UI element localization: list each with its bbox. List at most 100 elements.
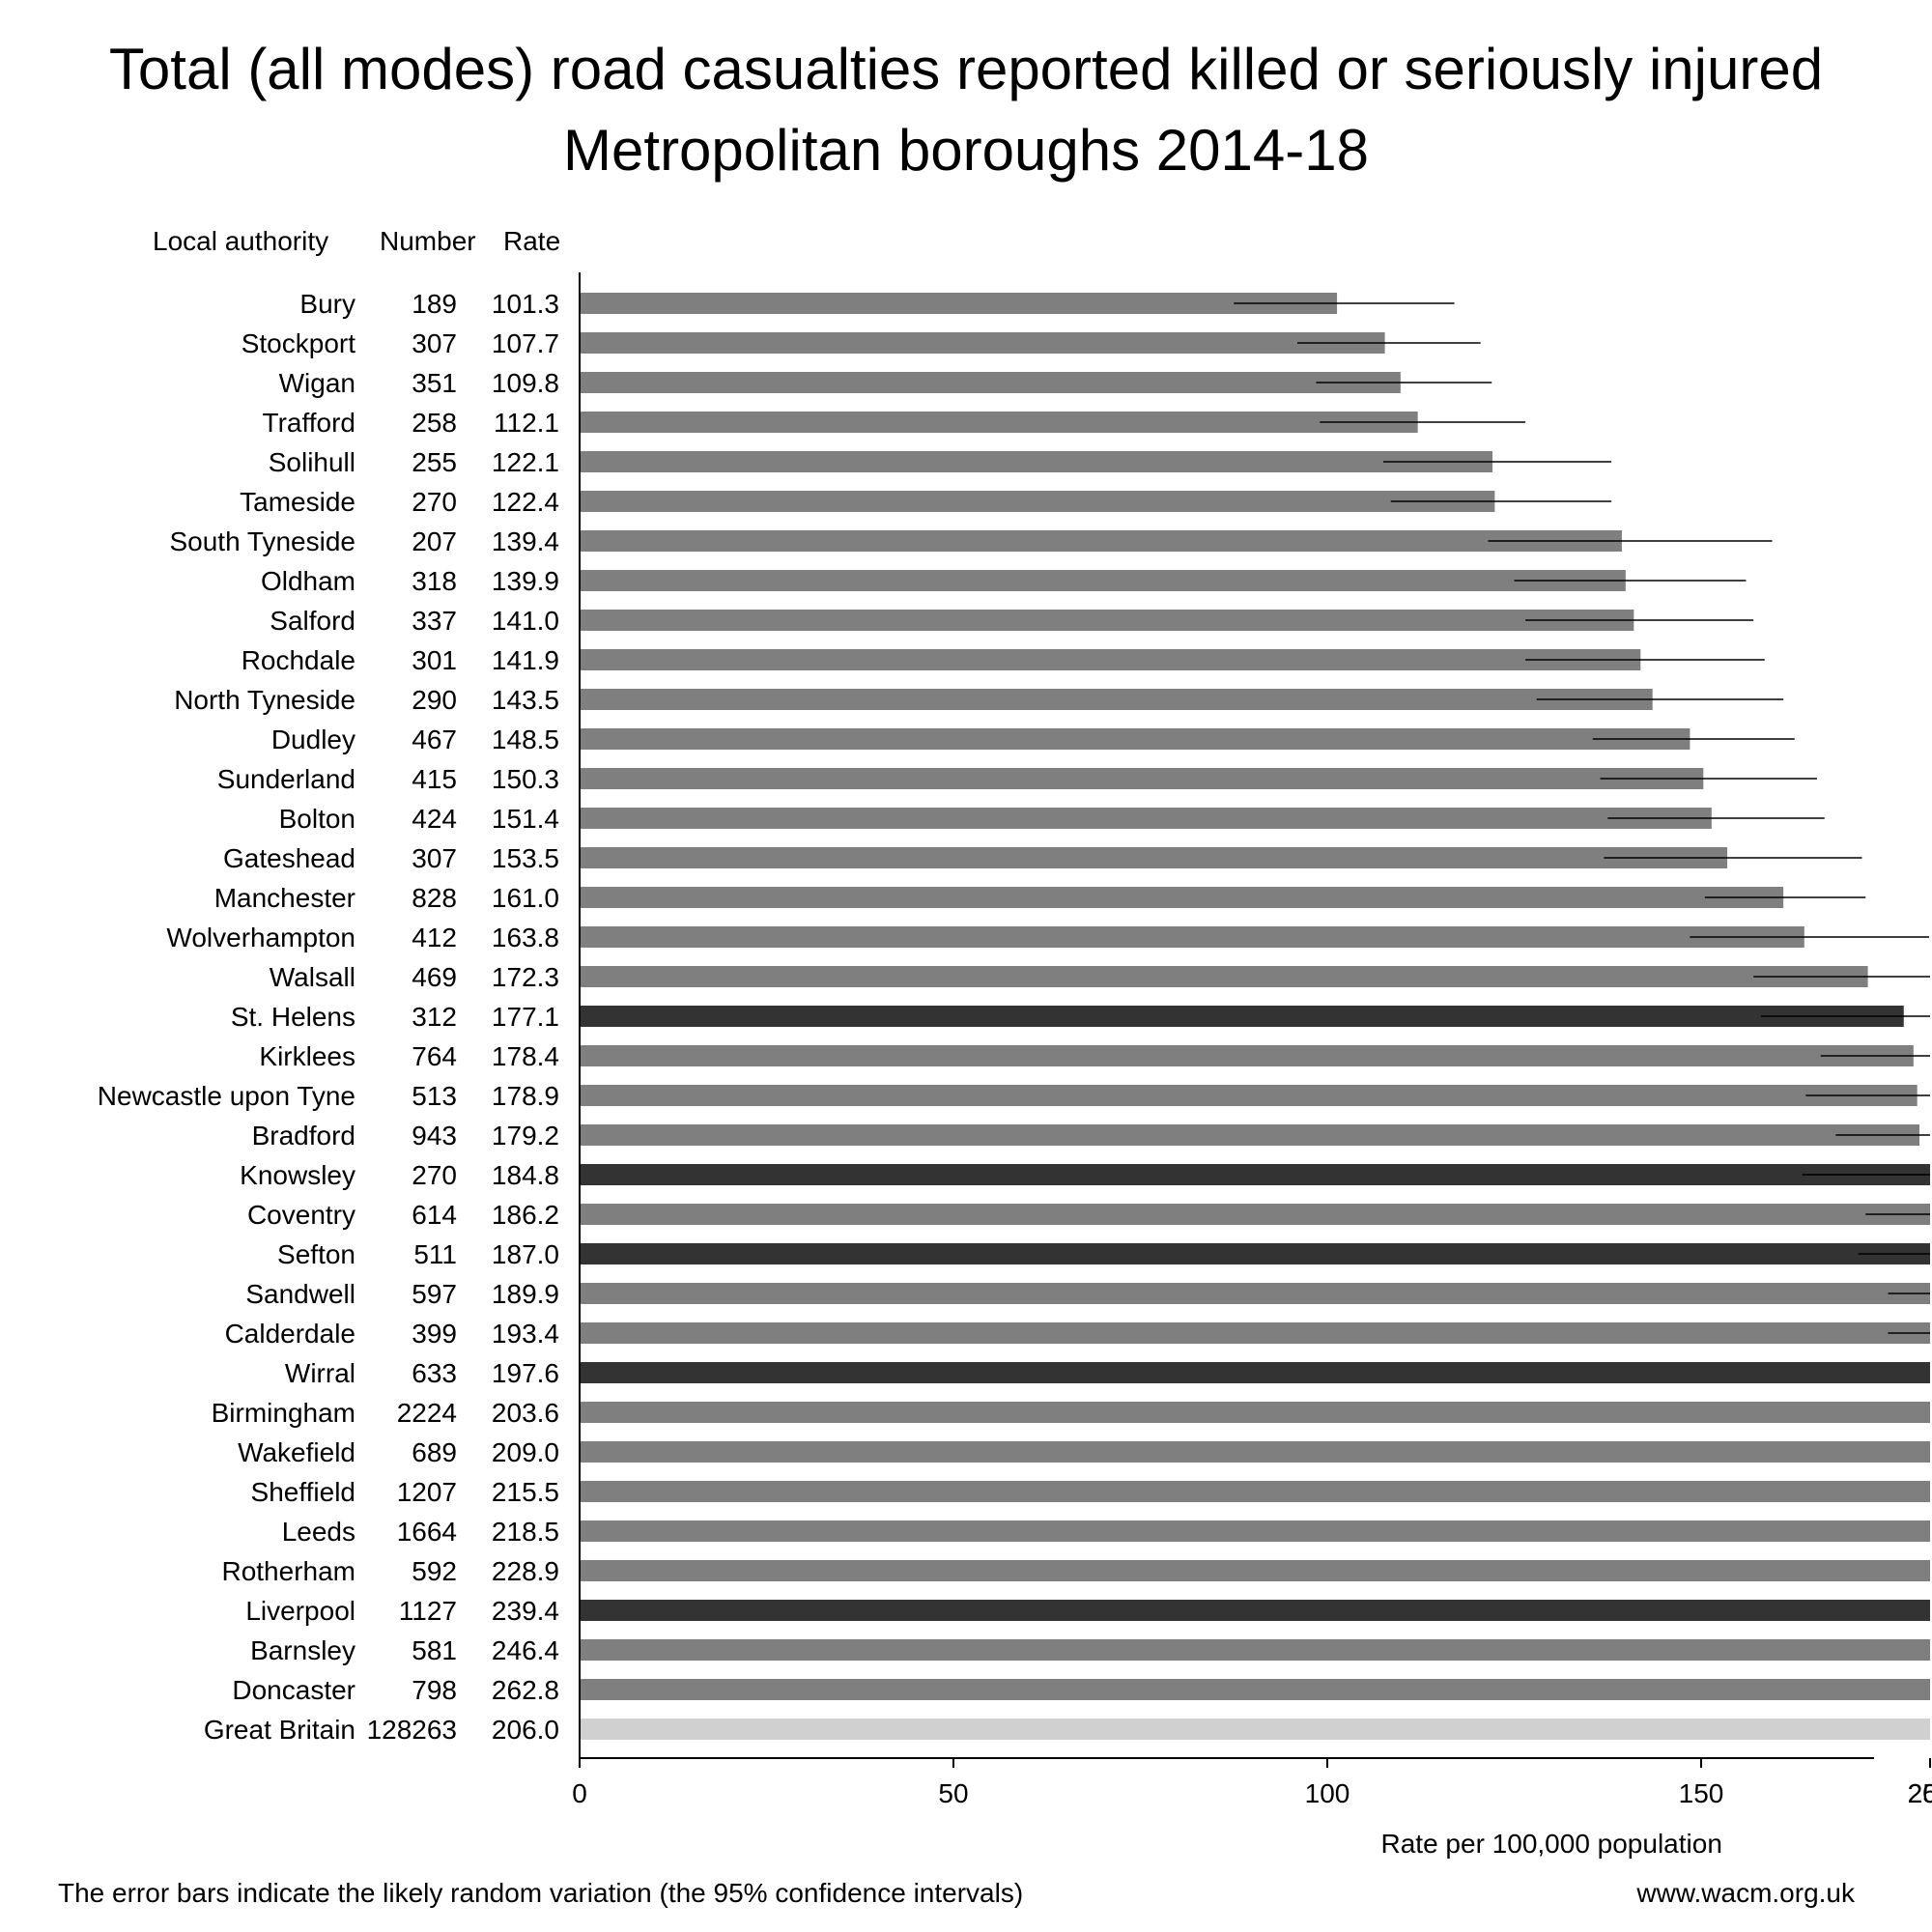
row-number: 1127 bbox=[399, 1596, 457, 1626]
row-label: Tameside bbox=[240, 487, 355, 517]
row-number: 424 bbox=[412, 804, 457, 834]
row-number: 689 bbox=[412, 1437, 457, 1467]
bar bbox=[580, 689, 1653, 710]
row-label: Walsall bbox=[270, 962, 355, 992]
row-number: 633 bbox=[412, 1358, 457, 1388]
row-number: 828 bbox=[412, 883, 457, 913]
bar bbox=[580, 728, 1690, 750]
row-number: 1207 bbox=[397, 1477, 457, 1507]
table-row: Rotherham 592 228.9 bbox=[221, 1556, 1930, 1586]
bar bbox=[580, 1085, 1918, 1106]
row-rate: 101.3 bbox=[492, 289, 559, 319]
table-row: Coventry 614 186.2 bbox=[247, 1200, 1930, 1230]
row-rate: 139.9 bbox=[492, 566, 559, 596]
table-row: Wirral 633 197.6 bbox=[285, 1358, 1930, 1388]
row-number: 307 bbox=[412, 843, 457, 873]
row-label: Rochdale bbox=[242, 645, 355, 675]
row-label: Stockport bbox=[242, 328, 355, 358]
bar bbox=[580, 887, 1784, 908]
row-rate: 262.8 bbox=[492, 1675, 559, 1705]
table-row: Birmingham 2224 203.6 bbox=[212, 1398, 1930, 1428]
bar bbox=[580, 1045, 1914, 1066]
table-row: Tameside 270 122.4 bbox=[240, 487, 1612, 517]
table-row: Great Britain 128263 206.0 bbox=[204, 1715, 1930, 1745]
table-row: Salford 337 141.0 bbox=[270, 606, 1754, 636]
table-row: Wolverhampton 412 163.8 bbox=[166, 923, 1930, 952]
row-label: Wolverhampton bbox=[166, 923, 355, 952]
table-row: North Tyneside 290 143.5 bbox=[174, 685, 1784, 715]
bar bbox=[580, 1164, 1930, 1185]
x-axis-ticks: 0 50 100 150 200250 bbox=[572, 1758, 1932, 1808]
bar bbox=[580, 808, 1712, 829]
row-label: Solihull bbox=[269, 447, 355, 477]
bar bbox=[580, 847, 1728, 868]
row-rate: 151.4 bbox=[492, 804, 559, 834]
bar bbox=[580, 1719, 1930, 1740]
table-row: Liverpool 1127 239.4 bbox=[245, 1596, 1930, 1626]
bar bbox=[580, 1481, 1930, 1502]
row-label: Bury bbox=[299, 289, 355, 319]
row-rate: 206.0 bbox=[492, 1715, 559, 1745]
chart-rows: Bury 189 101.3 Stockport 307 107.7 Wigan 351 109… bbox=[98, 289, 1930, 1745]
row-number: 301 bbox=[412, 645, 457, 675]
row-label: Trafford bbox=[263, 408, 355, 438]
table-row: Bolton 424 151.4 bbox=[279, 804, 1825, 834]
chart-subtitle: Metropolitan boroughs 2014-18 bbox=[563, 118, 1369, 183]
column-header-local-authority: Local authority bbox=[153, 226, 329, 256]
row-label: Bradford bbox=[252, 1121, 355, 1151]
row-rate: 179.2 bbox=[492, 1121, 559, 1151]
row-number: 581 bbox=[412, 1635, 457, 1665]
bar bbox=[580, 332, 1385, 354]
row-label: North Tyneside bbox=[174, 685, 355, 715]
bar bbox=[580, 412, 1418, 433]
row-rate: 163.8 bbox=[492, 923, 559, 952]
x-tick-label: 100 bbox=[1305, 1778, 1350, 1808]
row-label: Sheffield bbox=[251, 1477, 355, 1507]
row-number: 764 bbox=[412, 1041, 457, 1071]
x-tick-label: 150 bbox=[1679, 1778, 1724, 1808]
row-number: 467 bbox=[412, 724, 457, 754]
row-rate: 107.7 bbox=[492, 328, 559, 358]
row-rate: 139.4 bbox=[492, 526, 559, 556]
bar bbox=[580, 491, 1495, 512]
row-number: 614 bbox=[412, 1200, 457, 1230]
row-rate: 141.0 bbox=[492, 606, 559, 636]
bar bbox=[580, 1322, 1930, 1344]
row-number: 255 bbox=[412, 447, 457, 477]
row-rate: 246.4 bbox=[492, 1635, 559, 1665]
row-number: 943 bbox=[412, 1121, 457, 1151]
row-number: 399 bbox=[412, 1319, 457, 1349]
row-number: 318 bbox=[412, 566, 457, 596]
row-number: 2224 bbox=[397, 1398, 457, 1428]
row-label: Wirral bbox=[285, 1358, 355, 1388]
bar bbox=[580, 610, 1634, 631]
row-label: Sunderland bbox=[217, 764, 355, 794]
bar bbox=[580, 1402, 1930, 1423]
table-row: Knowsley 270 184.8 bbox=[240, 1160, 1930, 1190]
row-rate: 189.9 bbox=[492, 1279, 559, 1309]
row-number: 258 bbox=[412, 408, 457, 438]
table-row: Doncaster 798 262.8 bbox=[232, 1675, 1930, 1705]
table-row: Bradford 943 179.2 bbox=[252, 1121, 1930, 1151]
table-row: Leeds 1664 218.5 bbox=[282, 1517, 1930, 1547]
row-number: 207 bbox=[412, 526, 457, 556]
row-rate: 187.0 bbox=[492, 1239, 559, 1269]
row-rate: 239.4 bbox=[492, 1596, 559, 1626]
row-number: 189 bbox=[412, 289, 457, 319]
row-label: Wigan bbox=[279, 368, 355, 398]
row-label: Wakefield bbox=[238, 1437, 355, 1467]
column-header-rate: Rate bbox=[503, 226, 561, 256]
row-label: Newcastle upon Tyne bbox=[98, 1081, 355, 1111]
row-label: Gateshead bbox=[223, 843, 355, 873]
table-row: Trafford 258 112.1 bbox=[263, 408, 1526, 438]
x-tick-label: 200 bbox=[1908, 1778, 1932, 1808]
table-row: Bury 189 101.3 bbox=[299, 289, 1455, 319]
bar bbox=[580, 1520, 1930, 1542]
bar bbox=[580, 1600, 1930, 1621]
row-number: 469 bbox=[412, 962, 457, 992]
row-label: Doncaster bbox=[232, 1675, 355, 1705]
row-rate: 112.1 bbox=[494, 408, 559, 438]
row-label: Barnsley bbox=[250, 1635, 355, 1665]
row-rate: 178.9 bbox=[492, 1081, 559, 1111]
